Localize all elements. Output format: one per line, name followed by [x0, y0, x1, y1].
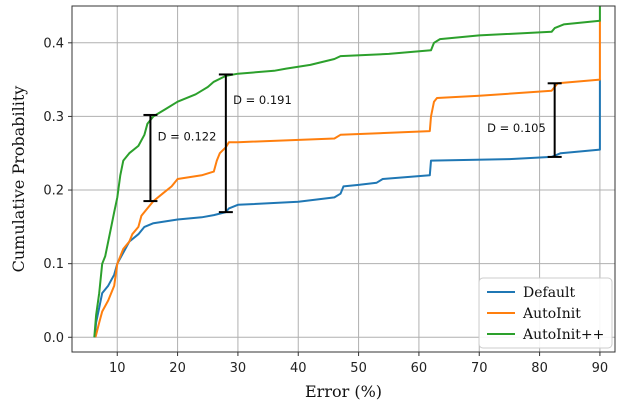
legend-entry-label: AutoInit++	[522, 327, 604, 343]
legend-entry-label: AutoInit	[522, 306, 581, 322]
difference-label: D = 0.191	[233, 93, 292, 107]
x-tick-label: 20	[169, 361, 186, 376]
x-tick-label: 30	[230, 361, 247, 376]
axis-ticks: 10 20 30 40 50 60 70 80 90 0.0 0.1 0.2 0.3 0.4	[43, 36, 608, 376]
y-tick-label: 0.3	[43, 110, 64, 125]
legend-box	[478, 277, 613, 349]
y-tick-label: 0.1	[43, 257, 64, 272]
legend: Default AutoInit AutoInit++	[478, 277, 613, 349]
legend-entry-label: Default	[523, 285, 576, 301]
y-axis-label: Cumulative Probability	[9, 86, 28, 273]
series-line-default	[93, 79, 601, 338]
plot-frame	[71, 5, 616, 353]
x-tick-label: 10	[109, 361, 126, 376]
y-tick-label: 0.4	[43, 36, 64, 51]
x-tick-label: 40	[290, 361, 307, 376]
x-tick-label: 80	[531, 361, 548, 376]
y-tick-label: 0.0	[43, 331, 64, 346]
x-tick-label: 60	[411, 361, 428, 376]
x-tick-label: 70	[471, 361, 488, 376]
y-tick-label: 0.2	[43, 184, 64, 199]
series-line-autoinitplusplus	[93, 6, 601, 338]
difference-label: D = 0.105	[487, 121, 546, 135]
x-axis-label: Error (%)	[305, 382, 382, 401]
x-tick-label: 50	[350, 361, 367, 376]
series-line-autoinit	[94, 20, 601, 338]
x-tick-label: 90	[592, 361, 609, 376]
difference-label: D = 0.122	[158, 129, 217, 143]
grid-lines	[72, 6, 615, 352]
series-lines	[93, 6, 601, 338]
difference-annotations: D = 0.122 D = 0.191 D = 0.105	[143, 73, 562, 214]
